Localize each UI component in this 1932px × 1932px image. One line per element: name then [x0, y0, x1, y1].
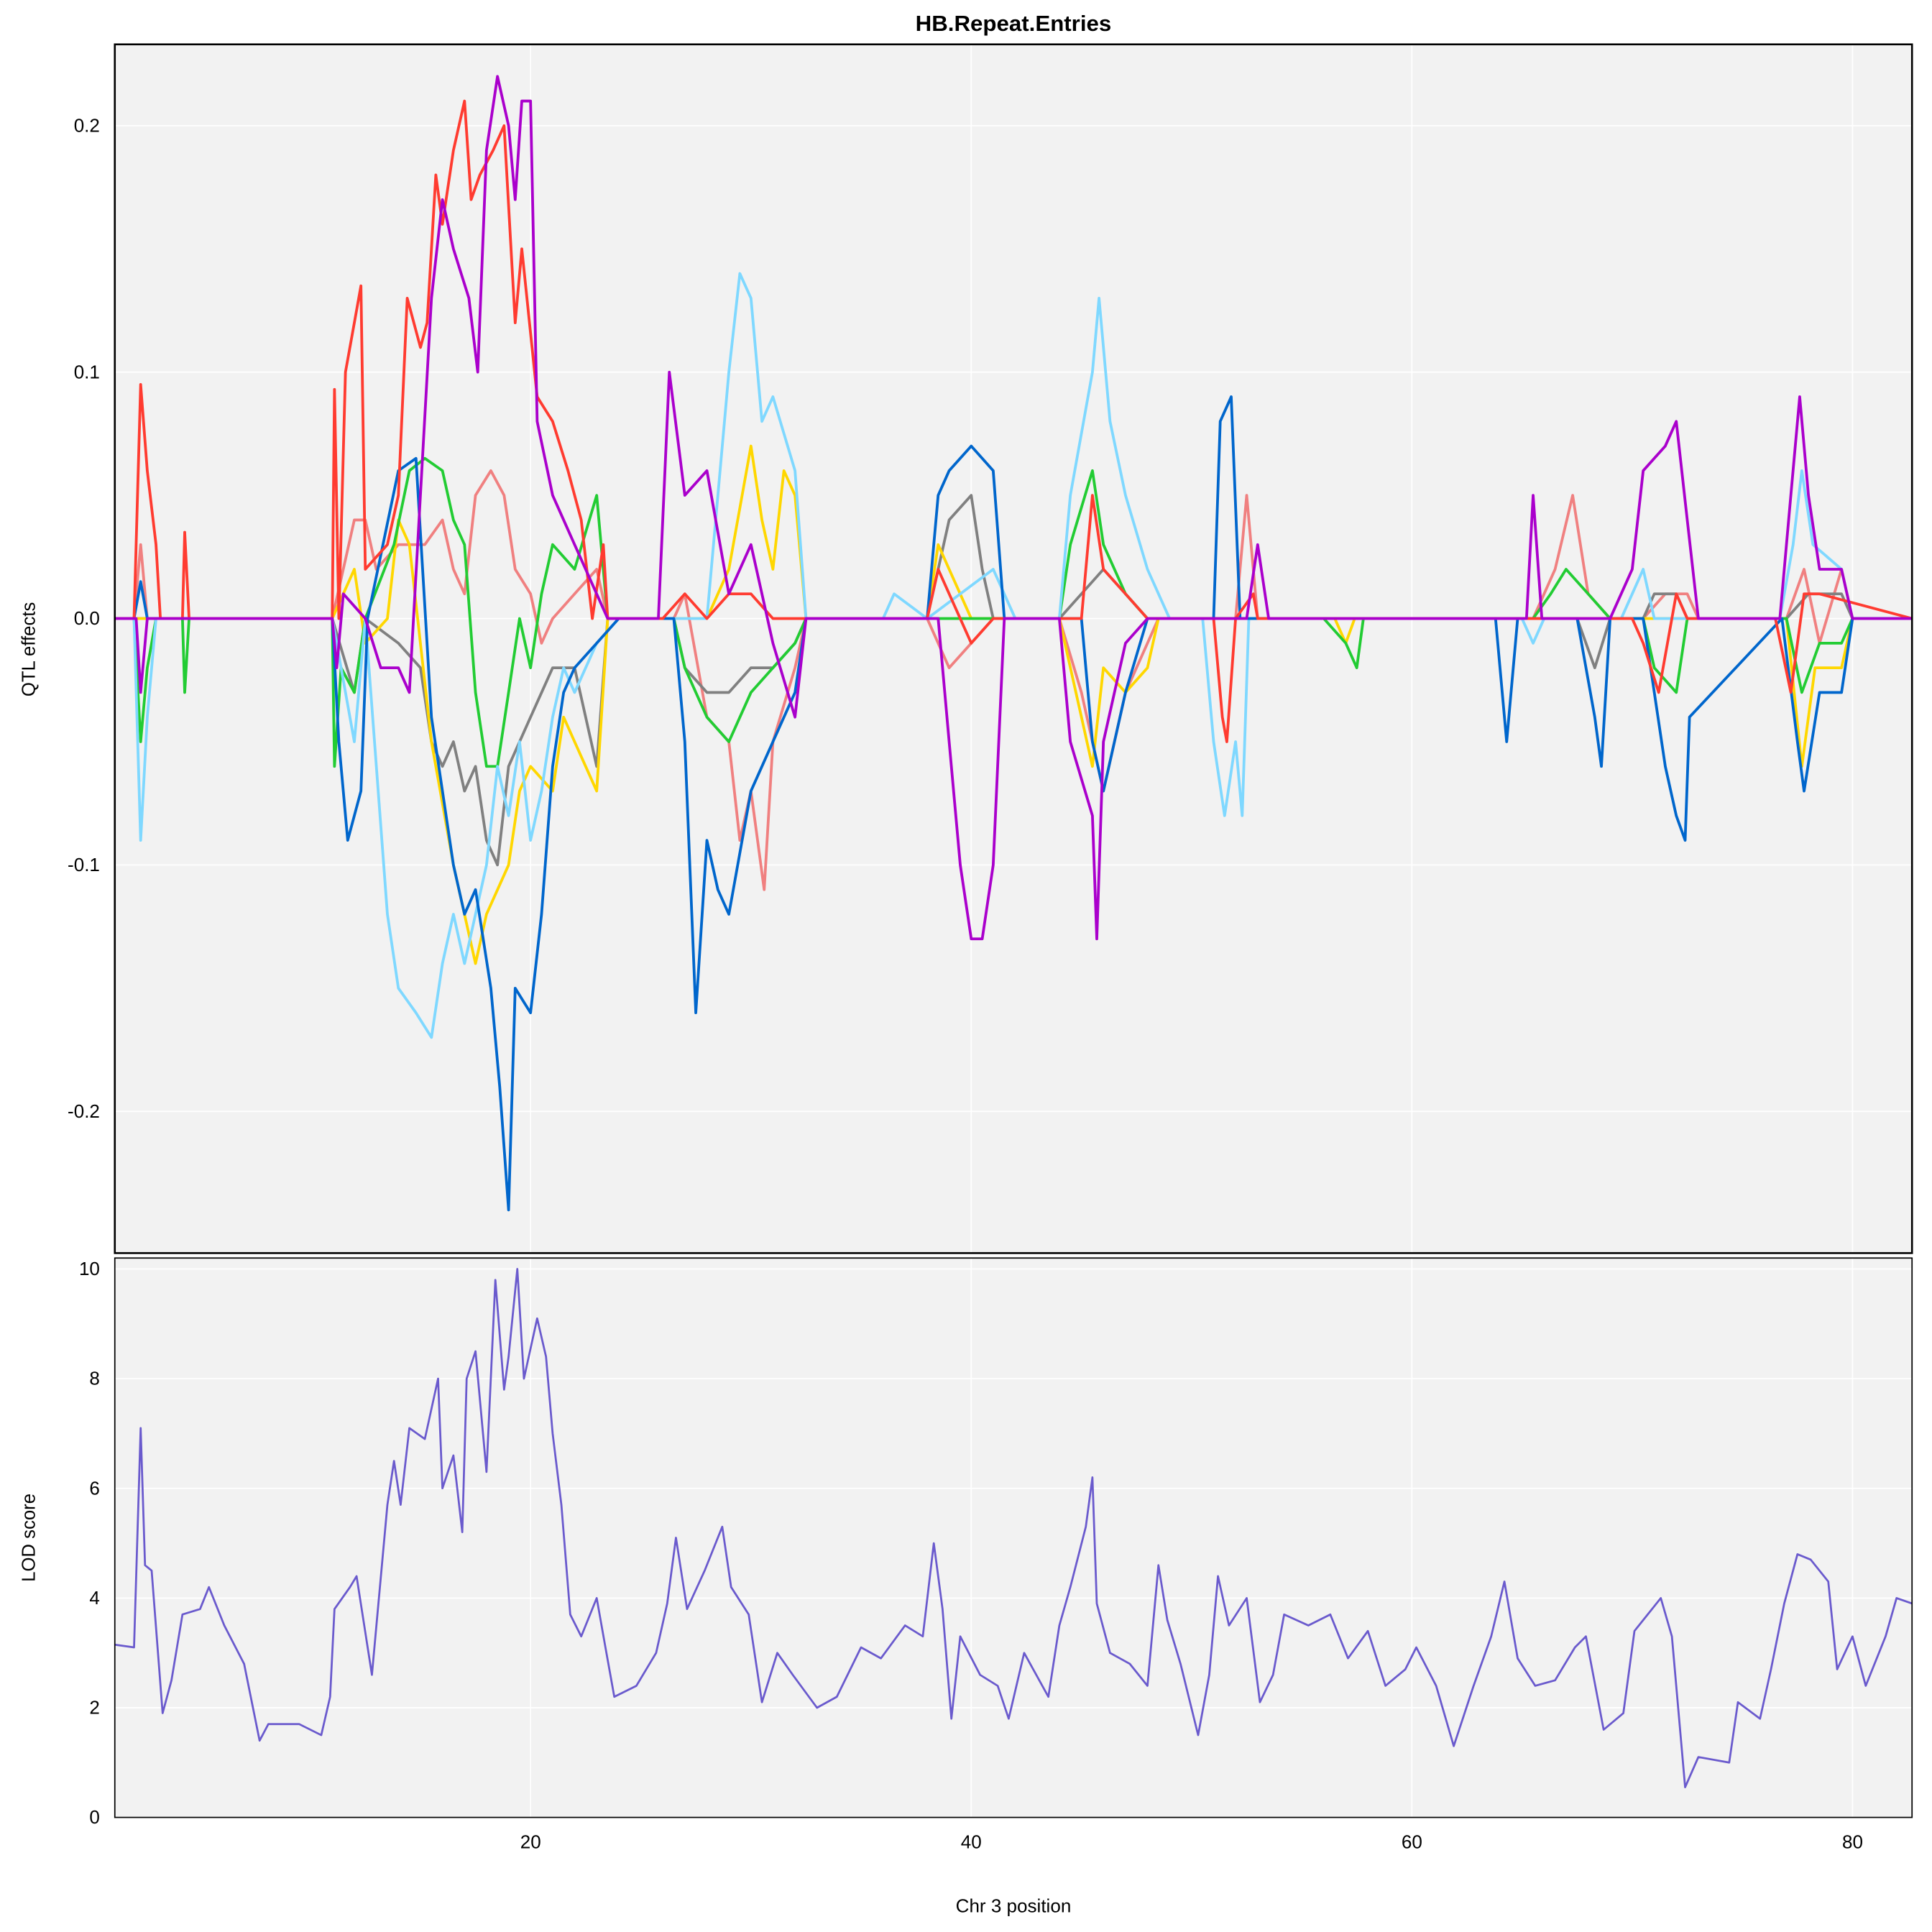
- effects-y-axis-label: QTL effects: [19, 602, 39, 696]
- effects-lines: [114, 75, 1913, 1212]
- effects-y-tick-label: 0.1: [74, 362, 100, 382]
- chart-title: HB.Repeat.Entries: [916, 11, 1112, 36]
- effects-plot-border: [114, 43, 1913, 1254]
- lod-y-tick-label: 2: [89, 1698, 99, 1719]
- lod-y-tick-label: 8: [89, 1369, 99, 1389]
- effects-y-tick-label: 0.0: [74, 609, 100, 629]
- effects-y-tick-label: -0.2: [68, 1102, 100, 1122]
- lod-y-axis-label: LOD score: [19, 1494, 39, 1582]
- effects-y-tick-labels: -0.2 -0.1 0.0 0.1 0.2: [68, 116, 100, 1122]
- lod-y-tick-label: 0: [89, 1808, 99, 1828]
- effects-series-light-blue: [114, 272, 1913, 1039]
- lod-y-tick-label: 4: [89, 1588, 99, 1609]
- effects-y-tick-label: -0.1: [68, 855, 100, 875]
- lod-plot-background: [114, 1258, 1913, 1818]
- x-tick-label: 20: [520, 1833, 541, 1853]
- x-axis-label: Chr 3 position: [956, 1897, 1072, 1917]
- x-tick-label: 80: [1842, 1833, 1863, 1853]
- lod-y-tick-labels: 0 2 4 6 8 10: [79, 1259, 100, 1828]
- effects-panel: -0.2 -0.1 0.0 0.1 0.2 QTL effects: [19, 43, 1913, 1254]
- lod-y-tick-label: 6: [89, 1478, 99, 1499]
- lod-series-LOD: [114, 1268, 1913, 1788]
- lod-panel: 0 2 4 6 8 10 20 40 60 80 LOD score Chr 3 positio…: [19, 1257, 1913, 1917]
- lod-y-tick-label: 10: [79, 1259, 100, 1279]
- x-tick-label: 40: [961, 1833, 982, 1853]
- lod-plot-border: [114, 1257, 1913, 1818]
- x-tick-labels: 20 40 60 80: [520, 1833, 1863, 1853]
- effects-series-purple: [114, 75, 1913, 941]
- effects-plot-background: [114, 44, 1913, 1254]
- effects-series-green: [114, 456, 1913, 768]
- effects-y-tick-label: 0.2: [74, 116, 100, 137]
- lod-lines: [114, 1268, 1913, 1788]
- x-tick-label: 60: [1402, 1833, 1422, 1853]
